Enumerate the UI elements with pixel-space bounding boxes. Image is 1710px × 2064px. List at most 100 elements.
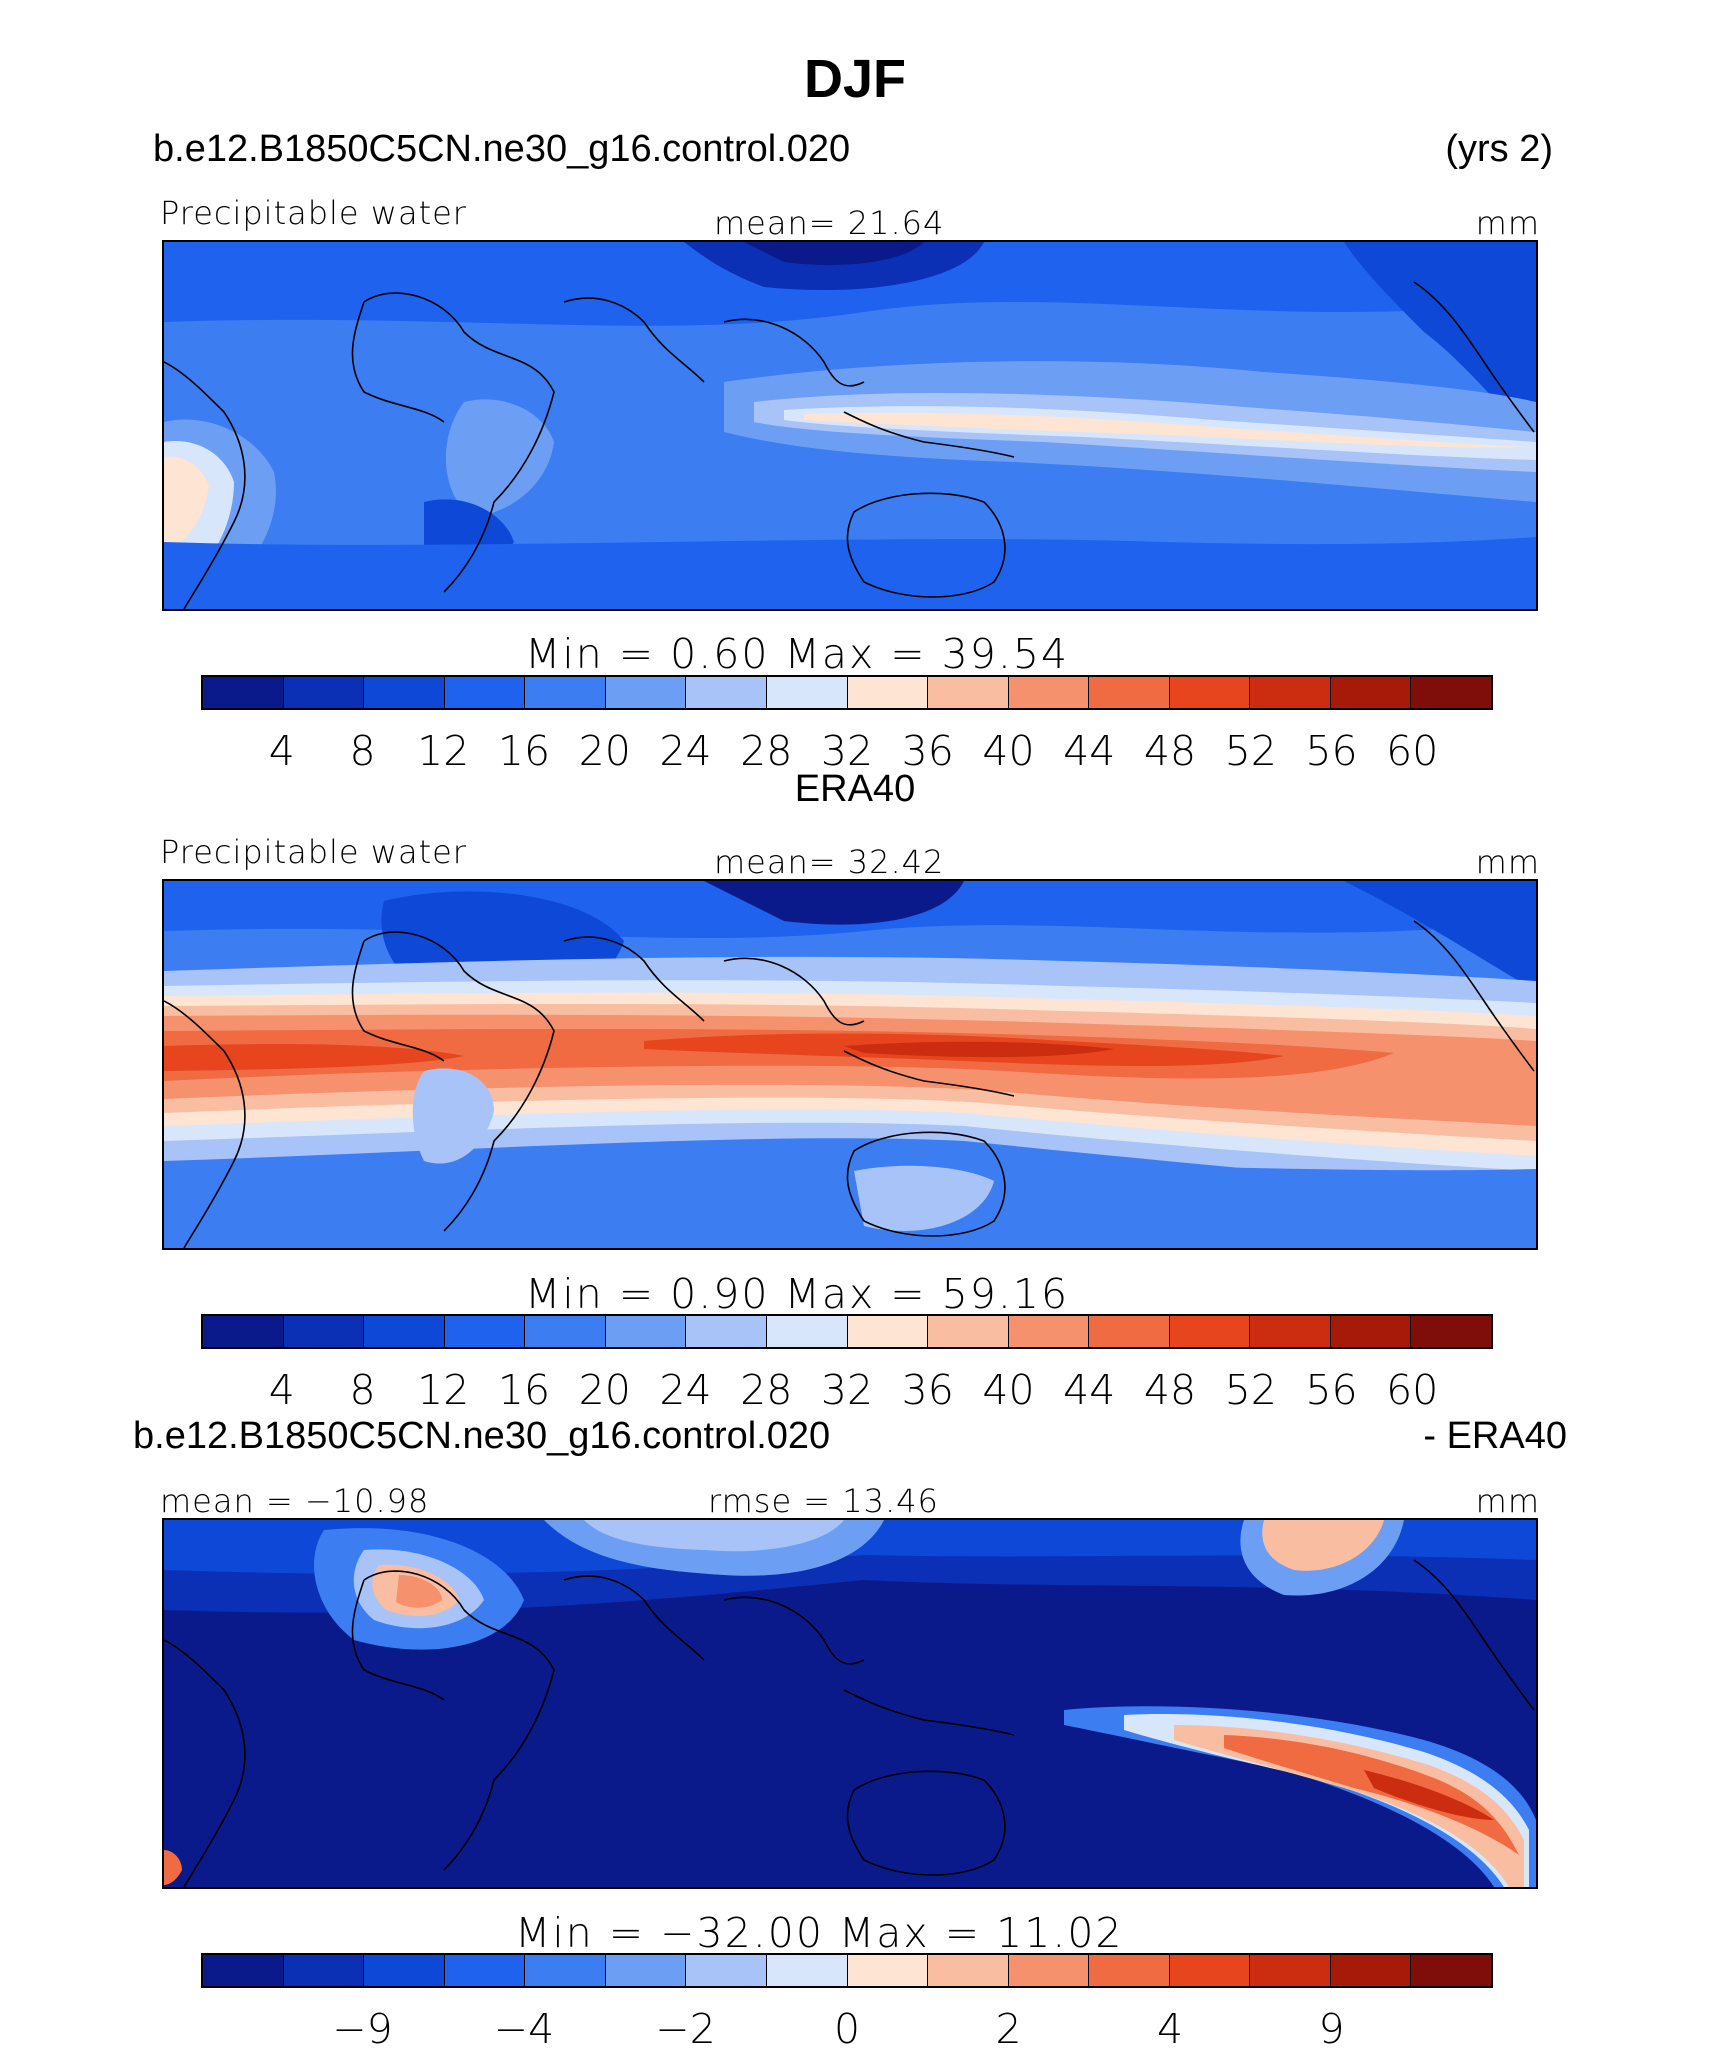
colorbar-swatch bbox=[686, 1955, 767, 1986]
panel2-contour-field bbox=[164, 881, 1536, 1248]
colorbar-tick-label: −4 bbox=[493, 2005, 555, 2053]
panel3-contour-field bbox=[164, 1520, 1536, 1887]
panel3-units-label: mm bbox=[1475, 1482, 1540, 1520]
colorbar-swatch bbox=[1169, 677, 1251, 708]
colorbar-swatch bbox=[444, 1316, 526, 1347]
colorbar-tick-label: 0 bbox=[833, 2005, 861, 2053]
colorbar-tick-label: 44 bbox=[1063, 727, 1116, 775]
panel3-minmax-label: Min = −32.00 Max = 11.02 bbox=[515, 1909, 1124, 1957]
colorbar-swatch bbox=[1411, 1316, 1491, 1347]
colorbar-swatch bbox=[766, 1316, 848, 1347]
panel3-mean-label: mean = −10.98 bbox=[160, 1482, 430, 1520]
panel2-mean-label: mean= 32.42 bbox=[714, 843, 945, 881]
panel2-case-title: ERA40 bbox=[794, 768, 916, 810]
colorbar-swatch bbox=[1008, 677, 1090, 708]
colorbar-tick-label: 2 bbox=[995, 2005, 1022, 2053]
colorbar-swatch bbox=[1411, 1955, 1491, 1986]
panel3-rmse-label: rmse = 13.46 bbox=[708, 1482, 939, 1520]
colorbar-swatch bbox=[1250, 1955, 1331, 1986]
colorbar-swatch bbox=[283, 1955, 365, 1986]
colorbar-swatch bbox=[203, 677, 284, 708]
colorbar-tick-label: 12 bbox=[417, 727, 470, 775]
colorbar-swatch bbox=[444, 677, 526, 708]
panel1-colorbar bbox=[201, 675, 1493, 710]
panel3-colorbar bbox=[201, 1953, 1493, 1988]
colorbar-tick-label: 9 bbox=[1318, 2005, 1345, 2053]
colorbar-swatch bbox=[928, 1955, 1009, 1986]
panel1-mean-label: mean= 21.64 bbox=[714, 204, 945, 242]
colorbar-swatch bbox=[364, 677, 445, 708]
colorbar-tick-label: 40 bbox=[982, 1366, 1035, 1414]
colorbar-swatch bbox=[283, 677, 365, 708]
colorbar-swatch bbox=[1008, 1955, 1090, 1986]
colorbar-swatch bbox=[1089, 1955, 1170, 1986]
colorbar-swatch bbox=[847, 1955, 929, 1986]
colorbar-tick-label: 20 bbox=[578, 1366, 631, 1414]
colorbar-swatch bbox=[1250, 1316, 1331, 1347]
panel1-units-label: mm bbox=[1475, 204, 1540, 242]
panel1-variable-label: Precipitable water bbox=[160, 194, 467, 232]
panel2-units-label: mm bbox=[1475, 843, 1540, 881]
colorbar-tick-label: 48 bbox=[1143, 727, 1197, 775]
colorbar-tick-label: 36 bbox=[901, 727, 954, 775]
colorbar-tick-label: 20 bbox=[578, 727, 631, 775]
colorbar-swatch bbox=[1250, 677, 1331, 708]
colorbar-tick-label: 16 bbox=[497, 1366, 551, 1414]
colorbar-swatch bbox=[525, 1955, 606, 1986]
colorbar-swatch bbox=[1089, 677, 1170, 708]
colorbar-swatch bbox=[1330, 1316, 1412, 1347]
colorbar-tick-label: 16 bbox=[497, 727, 551, 775]
colorbar-swatch bbox=[525, 677, 606, 708]
colorbar-tick-label: 36 bbox=[901, 1366, 954, 1414]
colorbar-swatch bbox=[928, 1316, 1009, 1347]
colorbar-swatch bbox=[1330, 677, 1412, 708]
colorbar-swatch bbox=[605, 677, 687, 708]
colorbar-tick-label: 44 bbox=[1063, 1366, 1116, 1414]
panel3-map bbox=[162, 1518, 1538, 1889]
colorbar-tick-label: 12 bbox=[417, 1366, 470, 1414]
colorbar-tick-label: 48 bbox=[1143, 1366, 1197, 1414]
colorbar-tick-label: −9 bbox=[332, 2005, 393, 2053]
colorbar-tick-label: 32 bbox=[820, 727, 874, 775]
colorbar-tick-label: 28 bbox=[740, 1366, 793, 1414]
colorbar-swatch bbox=[605, 1316, 687, 1347]
panel2-variable-label: Precipitable water bbox=[160, 833, 467, 871]
colorbar-tick-label: 52 bbox=[1224, 1366, 1277, 1414]
colorbar-swatch bbox=[1169, 1955, 1251, 1986]
panel1-minmax-label: Min = 0.60 Max = 39.54 bbox=[525, 630, 1070, 678]
colorbar-swatch bbox=[1411, 677, 1491, 708]
colorbar-tick-label: 24 bbox=[659, 1366, 712, 1414]
panel2-map bbox=[162, 879, 1538, 1250]
colorbar-swatch bbox=[1330, 1955, 1412, 1986]
colorbar-swatch bbox=[203, 1316, 284, 1347]
colorbar-swatch bbox=[203, 1955, 284, 1986]
colorbar-swatch bbox=[444, 1955, 526, 1986]
colorbar-tick-label: 60 bbox=[1386, 1366, 1439, 1414]
colorbar-tick-label: 4 bbox=[268, 1366, 295, 1414]
panel1-contour-field bbox=[164, 242, 1536, 609]
colorbar-swatch bbox=[364, 1955, 445, 1986]
colorbar-tick-label: 60 bbox=[1386, 727, 1439, 775]
colorbar-tick-label: 52 bbox=[1224, 727, 1277, 775]
colorbar-swatch bbox=[1008, 1316, 1090, 1347]
colorbar-swatch bbox=[686, 677, 767, 708]
panel1-case-title: b.e12.B1850C5CN.ne30_g16.control.020 bbox=[153, 128, 851, 170]
colorbar-swatch bbox=[605, 1955, 687, 1986]
colorbar-tick-label: 8 bbox=[349, 727, 376, 775]
colorbar-swatch bbox=[847, 1316, 929, 1347]
colorbar-tick-label: 32 bbox=[820, 1366, 874, 1414]
panel2-minmax-label: Min = 0.90 Max = 59.16 bbox=[525, 1270, 1070, 1318]
colorbar-swatch bbox=[283, 1316, 365, 1347]
colorbar-tick-label: 4 bbox=[268, 727, 295, 775]
colorbar-tick-label: −2 bbox=[655, 2005, 716, 2053]
colorbar-swatch bbox=[766, 1955, 848, 1986]
colorbar-swatch bbox=[686, 1316, 767, 1347]
colorbar-swatch bbox=[766, 677, 848, 708]
colorbar-swatch bbox=[1169, 1316, 1251, 1347]
panel2-colorbar bbox=[201, 1314, 1493, 1349]
colorbar-tick-label: 8 bbox=[349, 1366, 376, 1414]
colorbar-tick-label: 4 bbox=[1156, 2005, 1184, 2053]
panel1-years-note: (yrs 2) bbox=[1445, 128, 1553, 170]
colorbar-swatch bbox=[928, 677, 1009, 708]
panel1-map bbox=[162, 240, 1538, 611]
